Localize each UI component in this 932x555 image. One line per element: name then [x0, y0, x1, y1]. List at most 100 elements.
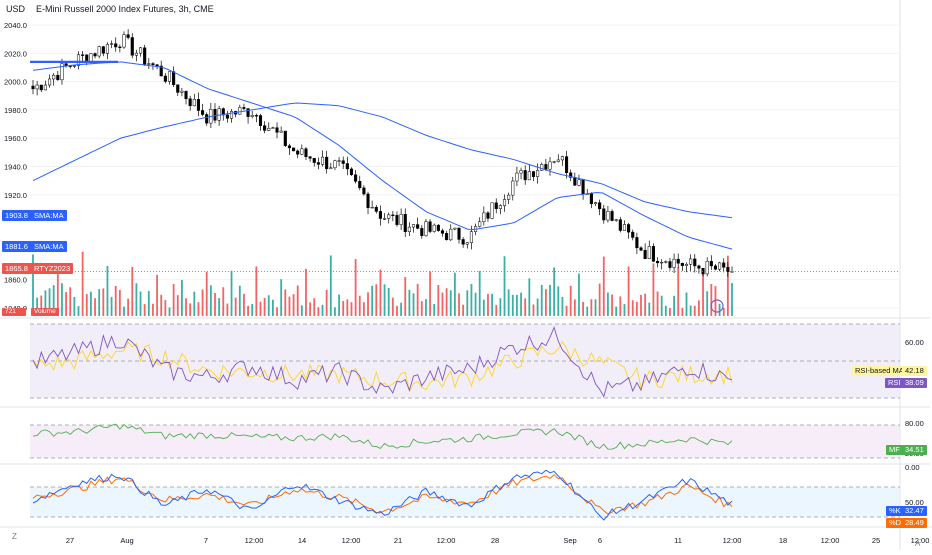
volume-bar: [722, 307, 725, 316]
volume-bar: [201, 289, 204, 316]
candle-body: [399, 214, 403, 225]
candle-body: [246, 108, 250, 117]
volume-bar: [561, 296, 564, 316]
volume-value-badge: 721: [2, 308, 26, 316]
volume-bar: [400, 302, 403, 316]
candle-body: [449, 228, 453, 241]
candle-body: [647, 246, 651, 259]
volume-bar: [40, 295, 43, 316]
volume-bar: [425, 299, 427, 316]
volume-bar: [607, 292, 609, 316]
candle-body: [188, 98, 192, 107]
candle-body: [689, 258, 693, 265]
candle-body: [660, 261, 664, 264]
volume-bar: [276, 307, 278, 316]
candle-body: [225, 114, 229, 119]
volume-bar: [698, 300, 700, 316]
candle-body: [598, 202, 602, 210]
price-tick-label: 1920.0: [4, 191, 27, 200]
candle-body: [672, 258, 676, 268]
candle-body: [349, 168, 354, 175]
volume-bar: [367, 292, 369, 316]
candle-body: [589, 193, 593, 205]
volume-bar: [615, 306, 618, 316]
volume-bar: [404, 276, 407, 316]
volume-bar: [474, 292, 477, 316]
candle-body: [93, 53, 97, 57]
volume-bar: [218, 298, 221, 316]
symbol-title[interactable]: E-Mini Russell 2000 Index Futures, 3h, C…: [36, 4, 214, 14]
volume-bar: [238, 285, 241, 316]
candle-body: [130, 37, 134, 56]
candle-body: [292, 147, 296, 152]
rsi-label-tag: RSI: [885, 378, 904, 388]
volume-bar: [127, 298, 130, 316]
candle-body: [705, 261, 709, 275]
volume-bar: [503, 256, 506, 316]
volume-bar: [135, 283, 138, 316]
volume-bar: [387, 287, 390, 316]
volume-bar: [573, 299, 576, 316]
candle-body: [565, 156, 569, 174]
volume-bar: [263, 297, 266, 316]
volume-bar: [334, 307, 336, 316]
candle-body: [407, 226, 411, 232]
candle-body: [498, 205, 502, 209]
candle-body: [651, 246, 655, 262]
sma-short-label-badge[interactable]: SMA:MA: [31, 241, 67, 252]
volume-bar: [590, 299, 593, 316]
candle-body: [172, 71, 176, 86]
candle-body: [618, 219, 622, 231]
volume-bar: [586, 306, 589, 316]
candle-body: [569, 172, 573, 178]
candle-body: [552, 161, 556, 163]
candle-body: [436, 224, 440, 231]
volume-bar: [677, 267, 680, 316]
volume-bar: [689, 305, 692, 316]
candle-body: [118, 46, 122, 49]
volume-bar: [462, 304, 465, 316]
volume-bar: [280, 279, 283, 316]
candle-body: [325, 156, 329, 170]
candle-body: [668, 261, 672, 268]
auto-scale-icon[interactable]: A: [915, 539, 921, 548]
sma-long-label-badge[interactable]: SMA:MA: [31, 210, 67, 221]
volume-bar: [197, 302, 200, 316]
symbol-badge[interactable]: RTYZ2023: [31, 263, 74, 274]
volume-bar: [371, 285, 374, 316]
volume-bar: [507, 289, 510, 316]
candle-body: [684, 263, 689, 266]
volume-bar: [296, 285, 299, 316]
candle-body: [263, 125, 267, 131]
volume-bar: [189, 303, 192, 316]
candle-body: [196, 99, 200, 111]
candle-body: [341, 160, 345, 164]
indicator-band-1: [30, 425, 900, 458]
volume-bar: [536, 298, 539, 316]
volume-bar: [445, 288, 448, 316]
volume-bar: [243, 293, 245, 316]
volume-bar: [52, 285, 55, 316]
candle-body: [573, 177, 577, 186]
volume-bar: [420, 301, 423, 316]
volume-bar: [209, 285, 212, 316]
candle-body: [383, 218, 387, 220]
volume-bar: [429, 271, 431, 316]
volume-bar: [544, 289, 547, 316]
volume-bar: [726, 255, 729, 316]
time-tick-label: 28: [491, 536, 499, 545]
candle-body: [138, 47, 143, 54]
time-tick-label: 6: [598, 536, 602, 545]
candle-body: [403, 214, 407, 232]
volume-bar: [61, 283, 63, 316]
rsi-tick-label: 60.00: [905, 338, 924, 347]
timezone-icon[interactable]: Z: [12, 532, 17, 541]
volume-label-badge[interactable]: Volume: [31, 308, 59, 316]
candle-body: [614, 219, 618, 221]
candle-body: [201, 110, 205, 115]
candle-body: [693, 258, 697, 267]
candle-body: [345, 163, 349, 170]
candle-body: [39, 84, 43, 91]
candle-body: [143, 47, 147, 65]
